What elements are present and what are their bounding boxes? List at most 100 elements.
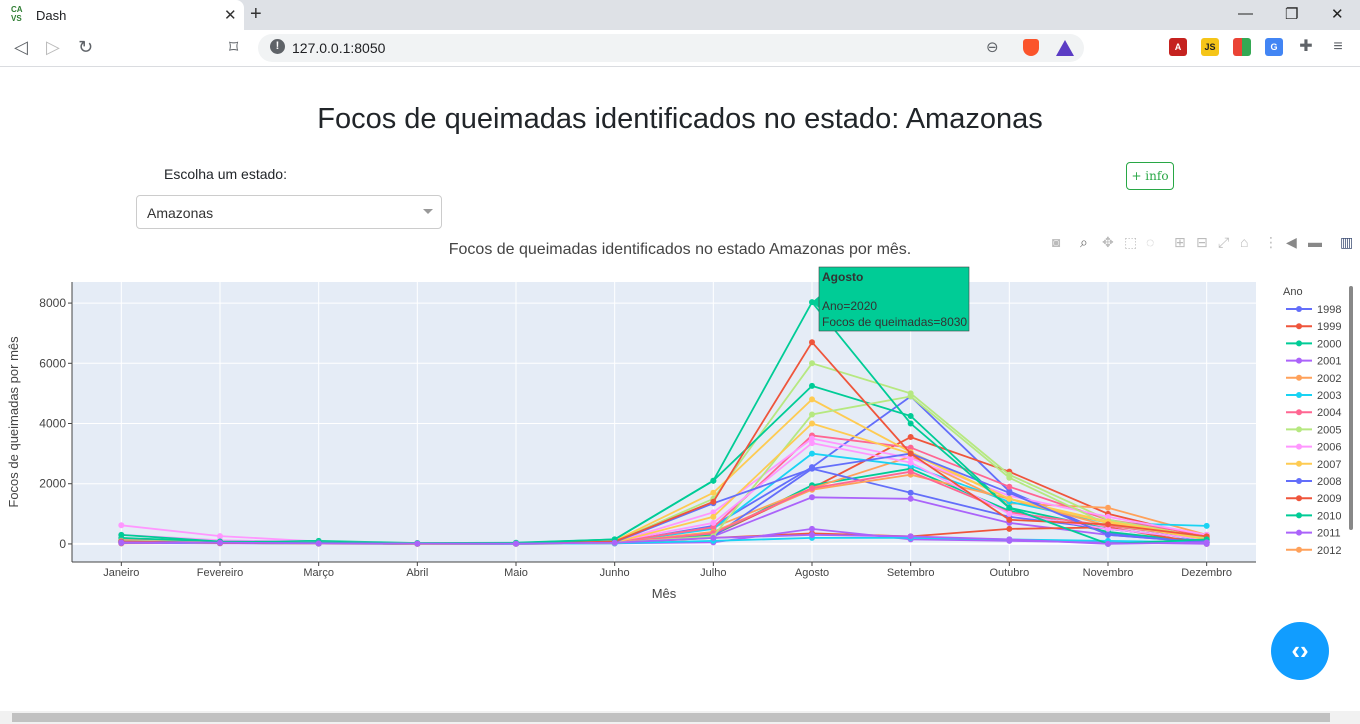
data-point[interactable] [1105,539,1111,546]
legend-item-2009[interactable]: 2009 [1286,493,1341,505]
data-point[interactable] [809,485,815,492]
data-point[interactable] [710,524,717,531]
data-point[interactable] [907,450,914,457]
data-point[interactable] [513,540,519,547]
legend-scrollbar[interactable] [1349,286,1353,530]
data-point[interactable] [1105,528,1111,535]
data-point[interactable] [217,539,223,546]
series-2008[interactable] [118,465,1210,547]
data-point[interactable] [611,540,618,547]
data-point[interactable] [710,524,717,531]
data-point[interactable] [414,540,421,547]
series-2003[interactable] [118,450,1210,547]
dash-devtools-button[interactable]: ‹› [1271,622,1329,680]
data-point[interactable] [1105,540,1111,547]
data-point[interactable] [217,540,223,547]
brave-rewards-icon[interactable] [1056,40,1074,56]
data-point[interactable] [809,486,815,493]
data-point[interactable] [118,522,125,529]
data-point[interactable] [1105,521,1111,528]
series-2012[interactable] [118,471,1210,547]
data-point[interactable] [1203,533,1210,540]
forward-icon[interactable]: ▷ [46,37,60,57]
series-2001[interactable] [118,494,1210,547]
info-button[interactable]: + info [1126,162,1174,190]
data-point[interactable] [907,453,914,460]
data-point[interactable] [907,459,914,466]
data-point[interactable] [414,540,421,547]
data-point[interactable] [809,299,815,306]
legend-item-2003[interactable]: 2003 [1286,390,1341,402]
data-point[interactable] [710,513,717,520]
data-point[interactable] [907,450,914,457]
legend-item-2012[interactable]: 2012 [1286,545,1341,557]
data-point[interactable] [907,468,914,475]
data-point[interactable] [414,540,421,547]
data-point[interactable] [1203,533,1210,540]
data-point[interactable] [1006,509,1013,516]
data-point[interactable] [513,540,519,547]
data-point[interactable] [1006,510,1013,517]
data-point[interactable] [809,411,815,418]
data-point[interactable] [1203,534,1210,541]
data-point[interactable] [217,539,223,546]
zoom-icon[interactable]: ⊖ [986,39,999,56]
data-point[interactable] [1203,534,1210,541]
data-point[interactable] [1203,534,1210,541]
data-point[interactable] [513,539,519,546]
data-point[interactable] [1006,495,1013,502]
data-point[interactable] [414,540,421,547]
legend-item-2007[interactable]: 2007 [1286,459,1341,471]
data-point[interactable] [414,540,421,547]
data-point[interactable] [513,540,519,547]
data-point[interactable] [217,540,223,547]
data-point[interactable] [118,540,125,547]
data-point[interactable] [513,540,519,547]
data-point[interactable] [513,540,519,547]
data-point[interactable] [1006,488,1013,495]
zoom-tool-icon[interactable]: ⌕ [1080,234,1088,250]
data-point[interactable] [315,539,322,546]
data-point[interactable] [907,449,914,456]
data-point[interactable] [414,540,421,547]
data-point[interactable] [611,540,618,547]
data-point[interactable] [414,540,421,547]
series-2014[interactable] [118,468,1210,547]
data-point[interactable] [315,537,322,544]
data-point[interactable] [414,540,421,547]
data-point[interactable] [809,531,815,538]
data-point[interactable] [217,538,223,545]
data-point[interactable] [513,540,519,547]
data-point[interactable] [1203,536,1210,543]
data-point[interactable] [1105,525,1111,532]
data-point[interactable] [907,471,914,478]
series-2006[interactable] [118,435,1210,547]
data-point[interactable] [907,533,914,540]
browser-tab[interactable]: CA VS Dash ✕ [0,0,244,30]
data-point[interactable] [414,540,421,547]
data-point[interactable] [118,537,125,544]
series-1998[interactable] [118,393,1210,547]
series-2019[interactable] [118,339,1210,547]
data-point[interactable] [710,531,717,538]
data-point[interactable] [1203,539,1210,546]
data-point[interactable] [611,539,618,546]
data-point[interactable] [1006,495,1013,502]
data-point[interactable] [809,396,815,403]
data-point[interactable] [1203,539,1210,546]
data-point[interactable] [513,540,519,547]
camera-icon[interactable]: ◙ [1052,234,1061,250]
data-point[interactable] [809,485,815,492]
data-point[interactable] [809,525,815,532]
data-point[interactable] [1105,525,1111,532]
data-point[interactable] [809,420,815,427]
plotly-logo-icon[interactable]: ▥ [1340,234,1354,250]
legend-item-2010[interactable]: 2010 [1286,510,1341,522]
data-point[interactable] [611,540,618,547]
data-point[interactable] [611,539,618,546]
data-point[interactable] [315,540,322,547]
data-point[interactable] [315,540,322,547]
data-point[interactable] [611,539,618,546]
data-point[interactable] [217,540,223,547]
series-2005[interactable] [118,360,1210,547]
